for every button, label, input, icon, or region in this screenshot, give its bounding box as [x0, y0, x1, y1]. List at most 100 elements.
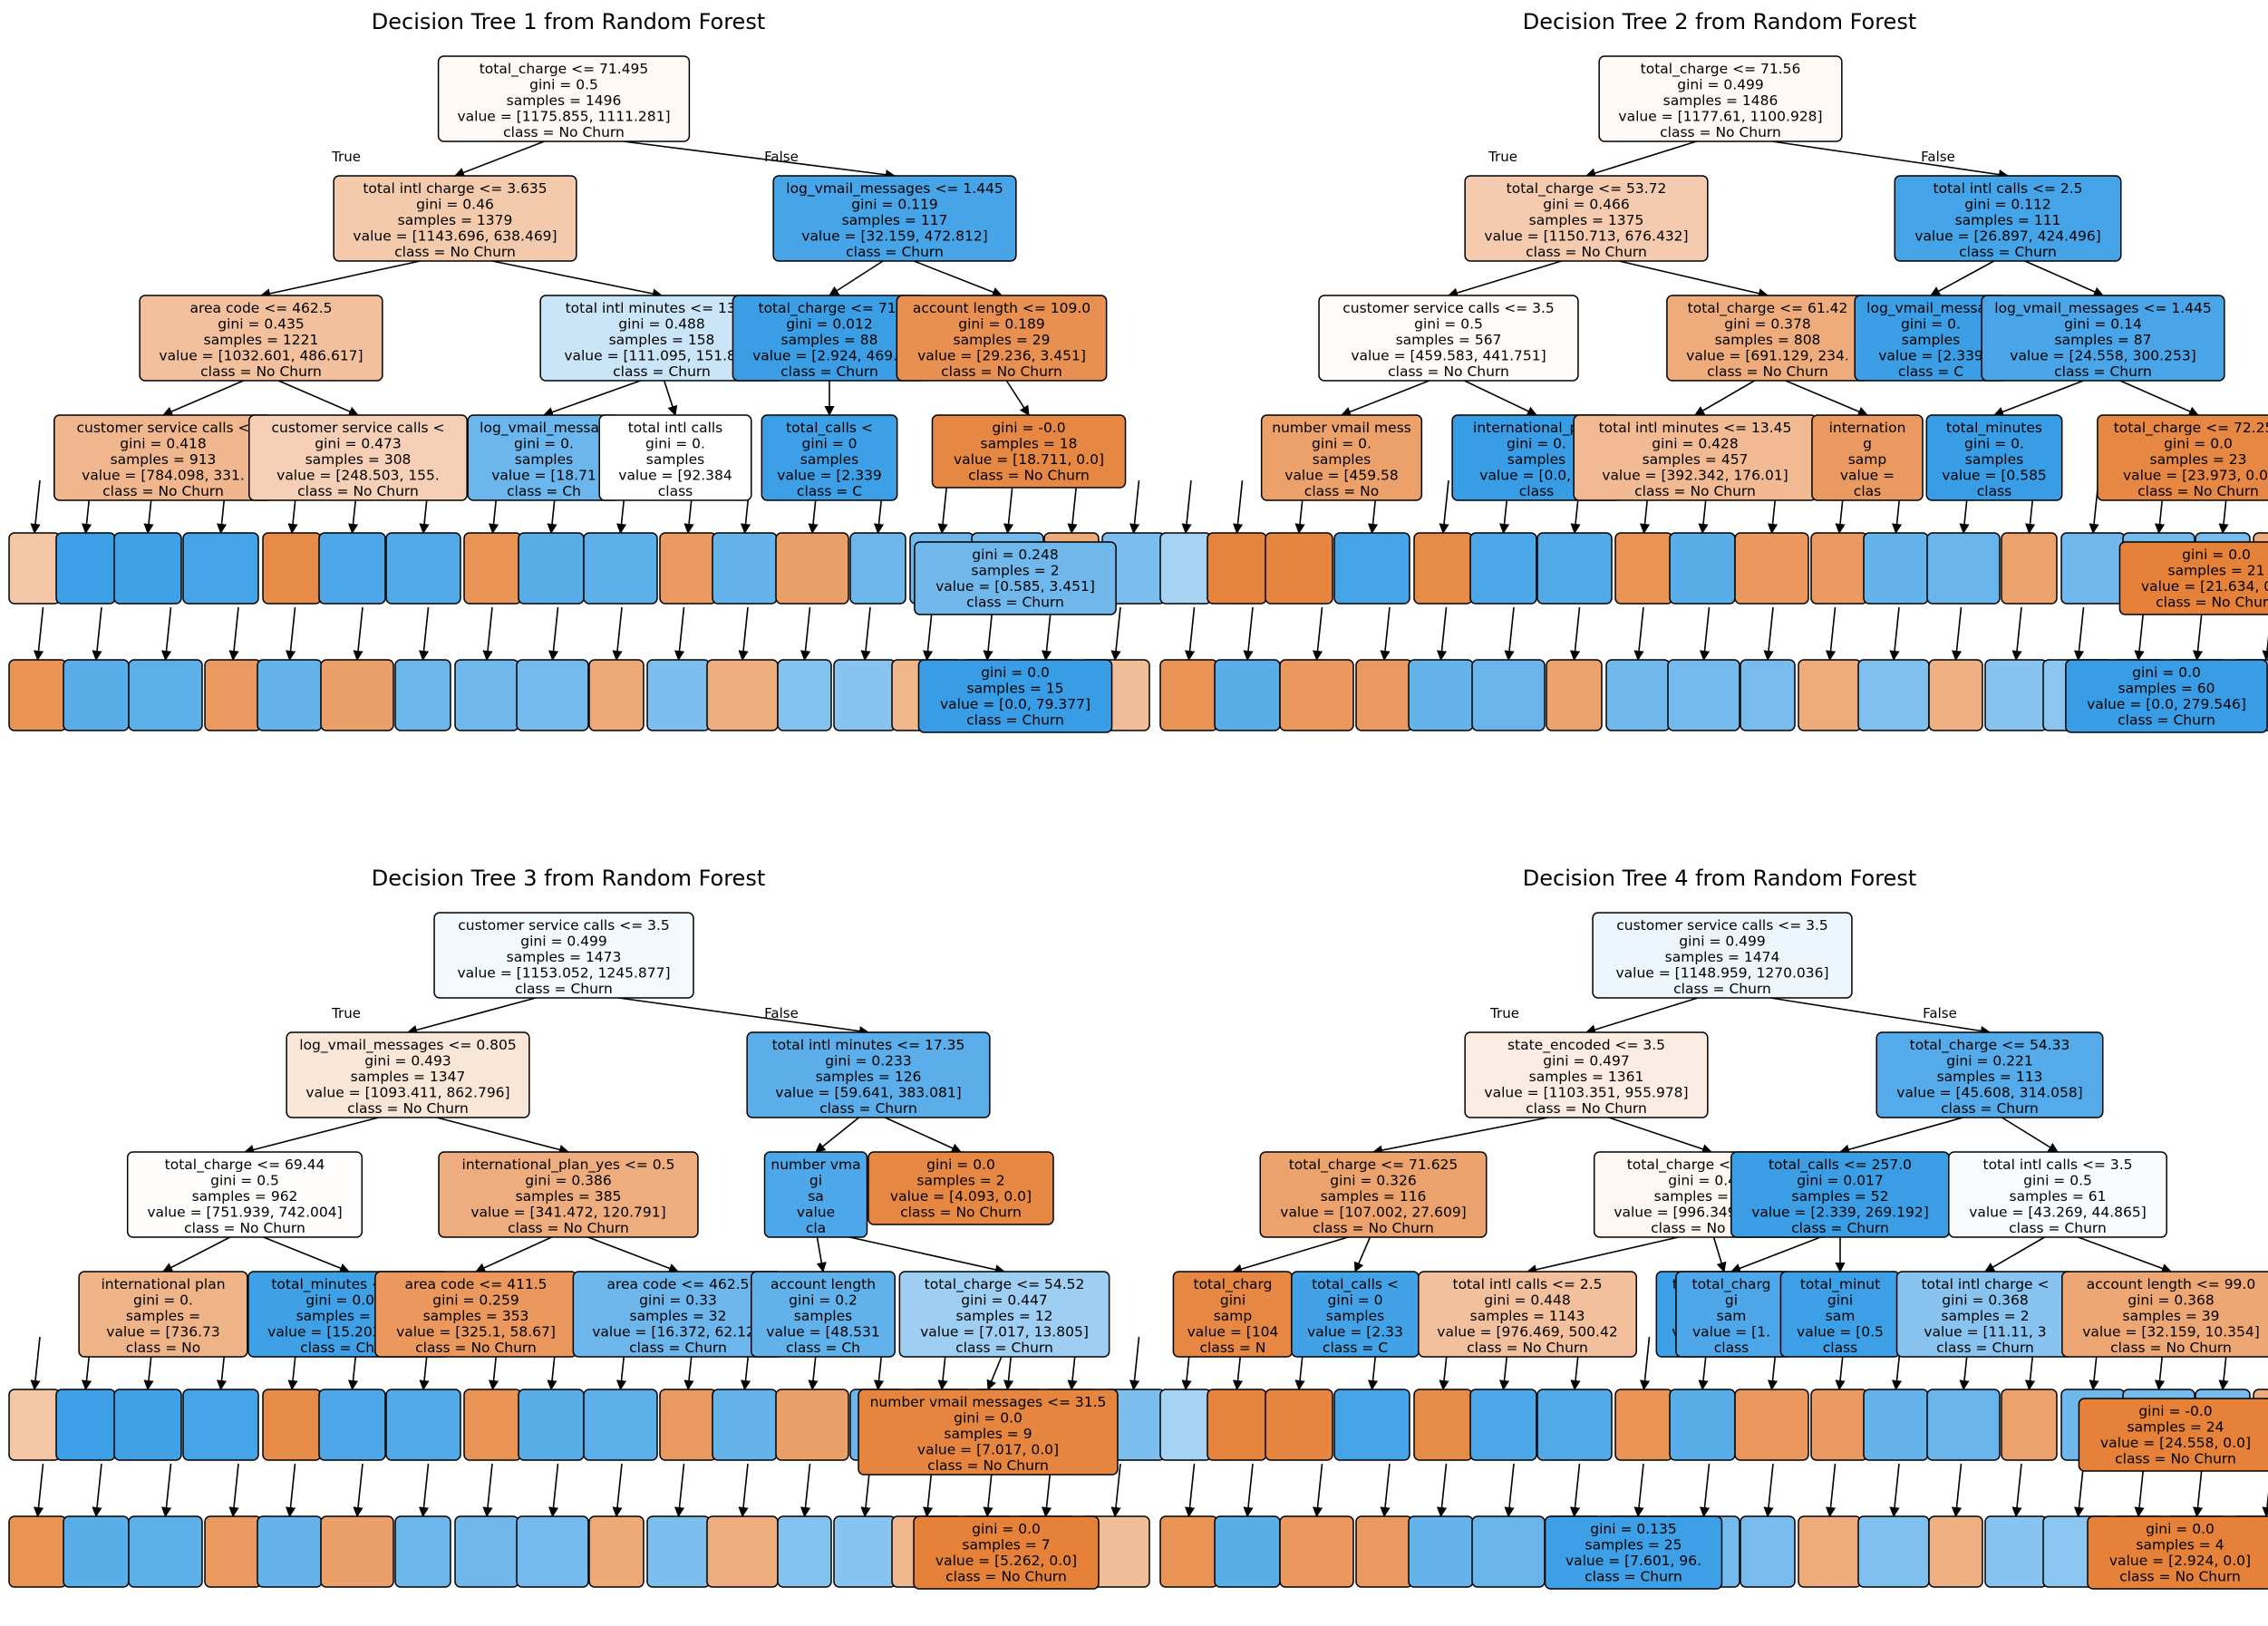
node-line: total_charge <= 53.72 [1507, 180, 1667, 198]
node-line: total_charg [1194, 1276, 1273, 1293]
tree-edge [612, 606, 623, 662]
collapsed-leaf-box [204, 659, 262, 731]
node-line: value = [2.339 [777, 468, 882, 484]
node-line: area code <= 462.5 [606, 1276, 749, 1292]
branch-label-false: False [1923, 1005, 1957, 1021]
node-line: gini = 0.14 [2064, 316, 2142, 333]
node-line: class = No Churn [1388, 363, 1509, 380]
collapsed-leaf-box [1355, 659, 1413, 731]
node-line: gi [1725, 1292, 1738, 1309]
tree-edge [2262, 634, 2268, 662]
node-line: value = [392.342, 176.01] [1602, 468, 1788, 484]
node-line: value [797, 1205, 835, 1221]
node-line: gini = 0.189 [958, 316, 1045, 333]
node-line: value = [24.558, 300.253] [2010, 348, 2195, 364]
node-box [867, 1151, 1054, 1225]
collapsed-leaf-box [588, 659, 645, 731]
node-line: class = No Churn [503, 124, 625, 140]
node-box [598, 414, 752, 501]
collapsed-leaf-box [1469, 1389, 1537, 1461]
node-line: class = Churn [515, 981, 613, 997]
node-line: samples = 21 [2168, 563, 2265, 579]
node-line: value = [18.711, 0.0] [954, 451, 1104, 468]
node-line: gini = 0.221 [1946, 1053, 2033, 1069]
node-line: samples = 457 [1643, 451, 1749, 468]
node-line: value = [16.372, 62.121 [592, 1324, 764, 1340]
node-line: value = [2.339 [1878, 348, 1983, 364]
branch-label-true: True [331, 1005, 361, 1021]
node-line: gini = 0.418 [120, 436, 207, 452]
node-line: samples = 12 [956, 1308, 1053, 1324]
tree-edge [1730, 1236, 1821, 1273]
node-line: gini [1220, 1292, 1245, 1309]
node-line: gini = 0.0 [926, 1157, 995, 1173]
node-line: gini = 0.488 [618, 316, 705, 333]
tree-edge [1785, 380, 1869, 417]
node-line: samples = 18 [981, 436, 1078, 452]
collapsed-leaf-box [833, 659, 897, 731]
node-line: sa [808, 1188, 824, 1205]
node-line: customer service calls <= 3.5 [458, 917, 670, 934]
collapsed-leaf-box [712, 1389, 778, 1461]
node-line: class = Churn [1959, 244, 2057, 260]
node-line: gini = 0.0 [954, 1410, 1023, 1427]
node-box [917, 659, 1113, 733]
node-line: value = [736.73 [106, 1324, 219, 1340]
node-line: samples = 25 [1585, 1537, 1682, 1553]
collapsed-leaf-box [588, 1515, 645, 1588]
collapsed-leaf-box [204, 1515, 262, 1588]
node-line: samples = 1473 [507, 949, 622, 965]
node-line: value = [104 [1187, 1324, 1279, 1340]
node-line: value = [751.939, 742.004] [147, 1205, 342, 1221]
node-line: samp [1214, 1308, 1253, 1324]
node-line: value = [11.11, 3 [1924, 1324, 2046, 1340]
branch-label-true: True [1488, 149, 1517, 165]
node-line: gini = 0.259 [432, 1292, 519, 1309]
node-line: class = Ch [786, 1340, 860, 1356]
node-box [898, 1271, 1110, 1358]
node-line: value = [341.472, 120.791] [470, 1205, 665, 1221]
tree-edge [30, 1336, 41, 1391]
tree-edge [1699, 1463, 1711, 1518]
node-line: value = [1177.61, 1100.928] [1618, 109, 1822, 125]
node-line: class = No Churn [2137, 483, 2259, 499]
collapsed-leaf-box [516, 1515, 589, 1588]
node-line: total intl minutes <= 17.35 [772, 1037, 965, 1053]
collapsed-leaf-box [113, 532, 182, 605]
node-line: samples = 116 [1321, 1188, 1427, 1205]
collapsed-leaf-box [63, 1515, 130, 1588]
node-box [438, 1151, 699, 1238]
node-line: class = Churn [780, 363, 878, 380]
node-line: gini = 0.499 [1679, 934, 1766, 950]
node-box [1981, 295, 2225, 382]
node-line: total_charge <= 61.42 [1688, 300, 1848, 317]
branch-label-true: True [1489, 1005, 1519, 1021]
tree-edge [1984, 1236, 2046, 1273]
collapsed-leaf-box [1159, 659, 1218, 731]
node-line: class = Churn [1941, 1100, 2039, 1117]
tree-edge [1003, 479, 1014, 535]
node-line: samp [1848, 451, 1887, 468]
collapsed-leaf-box [1279, 659, 1354, 731]
tree-edge [738, 1463, 749, 1518]
collapsed-leaf-box [1207, 1389, 1267, 1461]
node-line: cla [806, 1220, 826, 1236]
tree-edge [453, 140, 545, 178]
collapsed-leaf-box [2060, 532, 2126, 605]
collapsed-leaf-box [1669, 532, 1736, 605]
node-line: log_vmail_messag [480, 420, 608, 437]
collapsed-leaf-box [1265, 532, 1333, 605]
node-line: total_charge <= 72.255 [2114, 420, 2268, 437]
collapsed-leaf-box [320, 1515, 394, 1588]
node-box [858, 1389, 1119, 1476]
